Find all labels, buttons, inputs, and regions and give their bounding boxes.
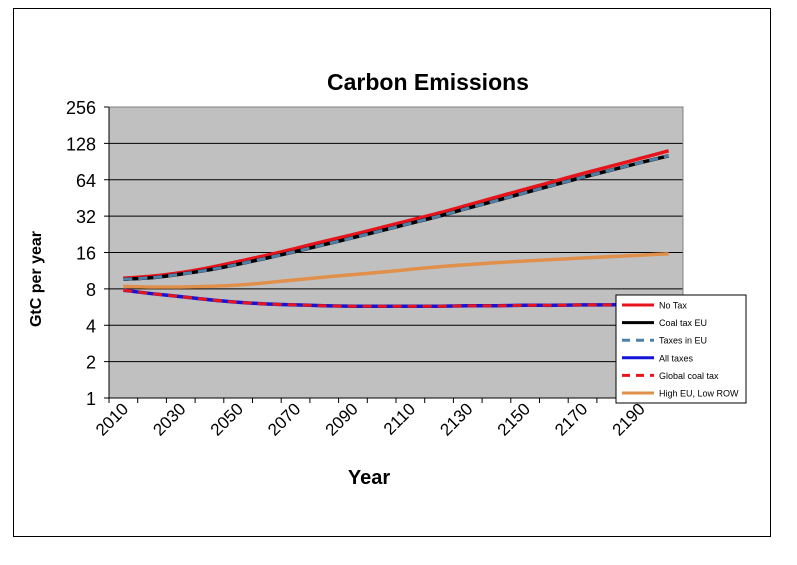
legend-label-high-eu-low-row: High EU, Low ROW — [659, 389, 739, 399]
series-line-no-tax — [123, 149, 670, 280]
legend-label-no-tax: No Tax — [659, 301, 687, 311]
grid — [109, 106, 683, 399]
x-tick-label: 2050 — [207, 399, 247, 439]
legend-box — [615, 294, 747, 404]
legend-label-all-taxes: All taxes — [659, 353, 694, 363]
x-tick-label: 2170 — [551, 399, 591, 439]
y-tick-label: 2 — [86, 353, 96, 373]
x-tick-label: 2030 — [149, 399, 189, 439]
y-axis-label: GtC per year — [28, 231, 45, 327]
y-tick-label: 16 — [76, 244, 96, 264]
y-tick-label: 1 — [86, 389, 96, 409]
x-tick-label: 2090 — [322, 399, 362, 439]
chart-title: Carbon Emissions — [327, 69, 529, 95]
x-tick-label: 2070 — [264, 399, 304, 439]
x-tick-label: 2110 — [380, 399, 419, 438]
x-axis-label: Year — [348, 467, 390, 489]
y-tick-label: 8 — [86, 280, 96, 300]
x-tick-label: 2010 — [92, 399, 132, 439]
x-tick-label: 2130 — [436, 399, 476, 439]
y-tick-label: 64 — [76, 171, 96, 191]
y-tick-label: 128 — [66, 134, 96, 154]
series-line-global-coal-tax — [123, 288, 669, 308]
legend-label-global-coal-tax: Global coal tax — [659, 371, 719, 381]
x-tick-label: 2150 — [494, 399, 534, 439]
y-tick-label: 4 — [86, 316, 96, 336]
y-tick-label: 256 — [66, 98, 96, 118]
x-tick-label: 2190 — [609, 399, 649, 439]
series-layer — [123, 149, 670, 308]
legend: No Tax Coal tax EU Taxes in EU All taxes Glo… — [615, 294, 747, 404]
series-line-taxes-in-eu — [123, 154, 670, 281]
series-line-high-eu-low-row — [123, 252, 669, 289]
y-tick-label: 32 — [76, 207, 96, 227]
legend-label-coal-tax-eu: Coal tax EU — [659, 318, 707, 328]
legend-label-taxes-in-eu: Taxes in EU — [659, 336, 707, 346]
